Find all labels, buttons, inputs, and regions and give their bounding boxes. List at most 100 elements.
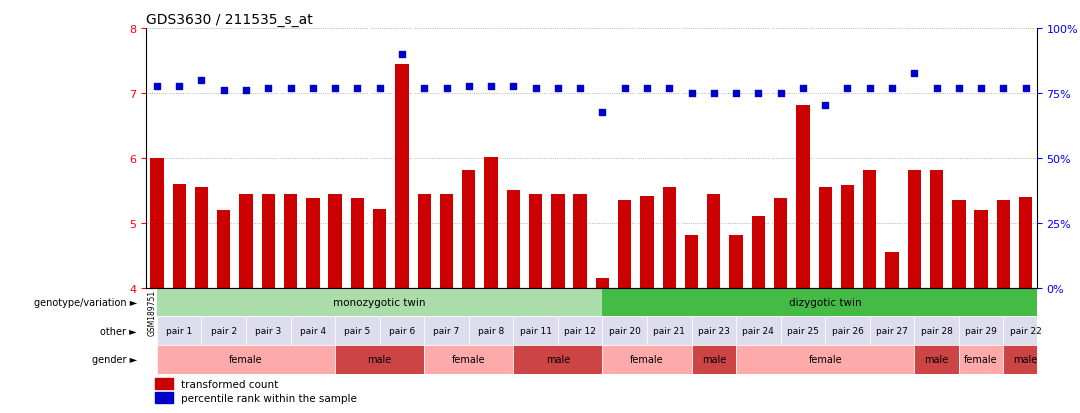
Bar	[440, 194, 454, 288]
Bar	[507, 191, 521, 288]
Point	[750, 90, 767, 97]
Bar	[157, 345, 335, 374]
Text: GDS3630 / 211535_s_at: GDS3630 / 211535_s_at	[146, 12, 312, 26]
Text: pair 6: pair 6	[389, 326, 415, 335]
Text: female: female	[808, 354, 842, 364]
Bar	[484, 157, 498, 288]
Point	[238, 87, 255, 94]
Bar	[424, 317, 469, 345]
Point	[416, 85, 433, 92]
Bar	[1003, 345, 1048, 374]
Text: pair 2: pair 2	[211, 326, 237, 335]
Text: pair 28: pair 28	[920, 326, 953, 335]
Bar	[173, 185, 186, 288]
Text: female: female	[229, 354, 262, 364]
Point	[661, 85, 678, 92]
Text: pair 21: pair 21	[653, 326, 685, 335]
Bar	[328, 194, 342, 288]
Bar	[781, 317, 825, 345]
Text: pair 12: pair 12	[564, 326, 596, 335]
Bar	[217, 210, 230, 288]
Text: female: female	[964, 354, 998, 364]
Text: pair 1: pair 1	[166, 326, 192, 335]
Point	[861, 85, 878, 92]
Point	[906, 71, 923, 78]
Bar	[157, 288, 603, 317]
Point	[816, 102, 834, 109]
Bar	[246, 317, 291, 345]
Bar	[959, 317, 1003, 345]
Bar	[240, 194, 253, 288]
Point	[794, 85, 811, 92]
Bar	[886, 252, 899, 288]
Point	[883, 85, 901, 92]
Point	[616, 85, 633, 92]
Bar	[558, 317, 603, 345]
Bar	[685, 235, 699, 288]
Bar	[424, 345, 513, 374]
Point	[193, 78, 211, 84]
Text: pair 20: pair 20	[609, 326, 640, 335]
Bar	[380, 317, 424, 345]
Bar	[395, 64, 408, 288]
Bar	[307, 199, 320, 288]
Point	[326, 85, 343, 92]
Text: dizygotic twin: dizygotic twin	[788, 297, 862, 307]
Text: percentile rank within the sample: percentile rank within the sample	[181, 393, 357, 403]
Point	[594, 110, 611, 116]
Text: transformed count: transformed count	[181, 379, 279, 389]
Point	[282, 85, 299, 92]
Bar	[1020, 197, 1032, 288]
Text: pair 8: pair 8	[478, 326, 504, 335]
Bar	[691, 317, 737, 345]
Text: male: male	[1013, 354, 1038, 364]
Text: monozygotic twin: monozygotic twin	[334, 297, 426, 307]
Bar	[974, 210, 988, 288]
Bar	[150, 159, 164, 288]
Text: pair 26: pair 26	[832, 326, 863, 335]
Text: pair 27: pair 27	[876, 326, 908, 335]
Bar	[737, 317, 781, 345]
Text: pair 29: pair 29	[966, 326, 997, 335]
Point	[215, 87, 232, 94]
Point	[705, 90, 723, 97]
Text: pair 7: pair 7	[433, 326, 460, 335]
Bar	[737, 345, 915, 374]
Text: other ►: other ►	[100, 326, 137, 336]
Point	[148, 84, 165, 90]
Point	[171, 84, 188, 90]
Text: pair 5: pair 5	[345, 326, 370, 335]
Point	[527, 85, 544, 92]
Point	[683, 90, 700, 97]
Bar	[154, 392, 173, 403]
Bar	[373, 209, 387, 288]
Point	[372, 85, 389, 92]
Bar	[915, 345, 959, 374]
Point	[995, 85, 1012, 92]
Bar	[418, 194, 431, 288]
Point	[550, 85, 567, 92]
Bar	[284, 194, 297, 288]
Bar	[603, 288, 1048, 317]
Text: male: male	[545, 354, 570, 364]
Text: female: female	[451, 354, 486, 364]
Bar	[707, 194, 720, 288]
Bar	[752, 217, 765, 288]
Text: pair 11: pair 11	[519, 326, 552, 335]
Text: male: male	[924, 354, 948, 364]
Bar	[154, 378, 173, 389]
Bar	[1003, 317, 1048, 345]
Bar	[469, 317, 513, 345]
Point	[1017, 85, 1035, 92]
Bar	[335, 317, 380, 345]
Point	[638, 85, 656, 92]
Bar	[691, 345, 737, 374]
Text: female: female	[630, 354, 664, 364]
Bar	[551, 194, 565, 288]
Point	[393, 52, 410, 58]
Bar	[869, 317, 915, 345]
Bar	[959, 345, 1003, 374]
Bar	[953, 201, 966, 288]
Bar	[513, 345, 603, 374]
Bar	[157, 317, 202, 345]
